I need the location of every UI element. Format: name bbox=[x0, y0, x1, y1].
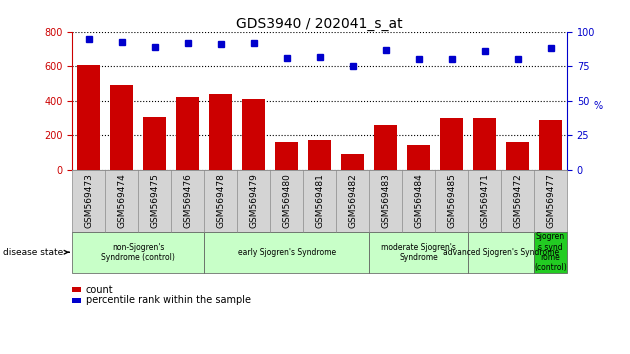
Text: GSM569471: GSM569471 bbox=[480, 173, 489, 228]
Bar bbox=[506, 142, 529, 170]
Point bbox=[299, 168, 307, 172]
Text: GSM569484: GSM569484 bbox=[414, 173, 423, 228]
Point bbox=[299, 230, 307, 234]
Bar bbox=[72, 232, 204, 273]
Bar bbox=[473, 118, 496, 170]
Point bbox=[365, 230, 373, 234]
Point bbox=[464, 230, 472, 234]
Bar bbox=[534, 232, 567, 273]
Point bbox=[497, 168, 505, 172]
Text: GSM569475: GSM569475 bbox=[151, 173, 159, 228]
Point bbox=[200, 168, 208, 172]
Point bbox=[135, 168, 142, 172]
Bar bbox=[77, 65, 100, 170]
Bar bbox=[308, 140, 331, 170]
Point bbox=[432, 230, 439, 234]
Point bbox=[234, 168, 241, 172]
Point bbox=[168, 230, 175, 234]
Point bbox=[266, 168, 274, 172]
Text: disease state: disease state bbox=[3, 248, 69, 257]
Bar bbox=[176, 97, 199, 170]
Point bbox=[432, 168, 439, 172]
Point bbox=[135, 230, 142, 234]
Point bbox=[101, 230, 109, 234]
Bar bbox=[204, 232, 369, 273]
Point bbox=[234, 230, 241, 234]
Point bbox=[398, 168, 406, 172]
Point bbox=[200, 230, 208, 234]
Bar bbox=[144, 117, 166, 170]
Bar bbox=[110, 85, 134, 170]
Bar bbox=[72, 298, 81, 303]
Point bbox=[530, 230, 538, 234]
Bar bbox=[468, 232, 534, 273]
Text: GSM569481: GSM569481 bbox=[315, 173, 324, 228]
Title: GDS3940 / 202041_s_at: GDS3940 / 202041_s_at bbox=[236, 17, 403, 31]
Point bbox=[530, 168, 538, 172]
Bar bbox=[243, 99, 265, 170]
Bar bbox=[72, 170, 567, 232]
Bar bbox=[209, 94, 232, 170]
Point bbox=[398, 230, 406, 234]
Bar bbox=[539, 120, 562, 170]
Bar bbox=[440, 118, 463, 170]
Text: GSM569474: GSM569474 bbox=[117, 173, 127, 228]
Y-axis label: %: % bbox=[593, 101, 602, 111]
Bar bbox=[374, 125, 397, 170]
Point bbox=[266, 230, 274, 234]
Text: GSM569477: GSM569477 bbox=[546, 173, 555, 228]
Text: GSM569479: GSM569479 bbox=[249, 173, 258, 228]
Point bbox=[333, 230, 340, 234]
Text: percentile rank within the sample: percentile rank within the sample bbox=[86, 295, 251, 306]
Point bbox=[497, 230, 505, 234]
Bar bbox=[275, 142, 298, 170]
Text: non-Sjogren's
Syndrome (control): non-Sjogren's Syndrome (control) bbox=[101, 242, 175, 262]
Text: GSM569485: GSM569485 bbox=[447, 173, 456, 228]
Bar bbox=[341, 154, 364, 170]
Text: advanced Sjogren's Syndrome: advanced Sjogren's Syndrome bbox=[443, 248, 559, 257]
Bar bbox=[369, 232, 468, 273]
Bar bbox=[407, 145, 430, 170]
Text: GSM569480: GSM569480 bbox=[282, 173, 291, 228]
Text: GSM569482: GSM569482 bbox=[348, 173, 357, 228]
Text: early Sjogren's Syndrome: early Sjogren's Syndrome bbox=[238, 248, 336, 257]
Text: count: count bbox=[86, 285, 113, 295]
Text: Sjogren
s synd
rome
(control): Sjogren s synd rome (control) bbox=[534, 232, 567, 272]
Point bbox=[333, 168, 340, 172]
Text: GSM569476: GSM569476 bbox=[183, 173, 192, 228]
Text: GSM569478: GSM569478 bbox=[216, 173, 226, 228]
Text: GSM569473: GSM569473 bbox=[84, 173, 93, 228]
Point bbox=[101, 168, 109, 172]
Text: moderate Sjogren's
Syndrome: moderate Sjogren's Syndrome bbox=[381, 242, 456, 262]
Text: GSM569483: GSM569483 bbox=[381, 173, 390, 228]
Point bbox=[168, 168, 175, 172]
Point bbox=[365, 168, 373, 172]
Text: GSM569472: GSM569472 bbox=[513, 173, 522, 228]
Bar bbox=[72, 287, 81, 292]
Point bbox=[464, 168, 472, 172]
